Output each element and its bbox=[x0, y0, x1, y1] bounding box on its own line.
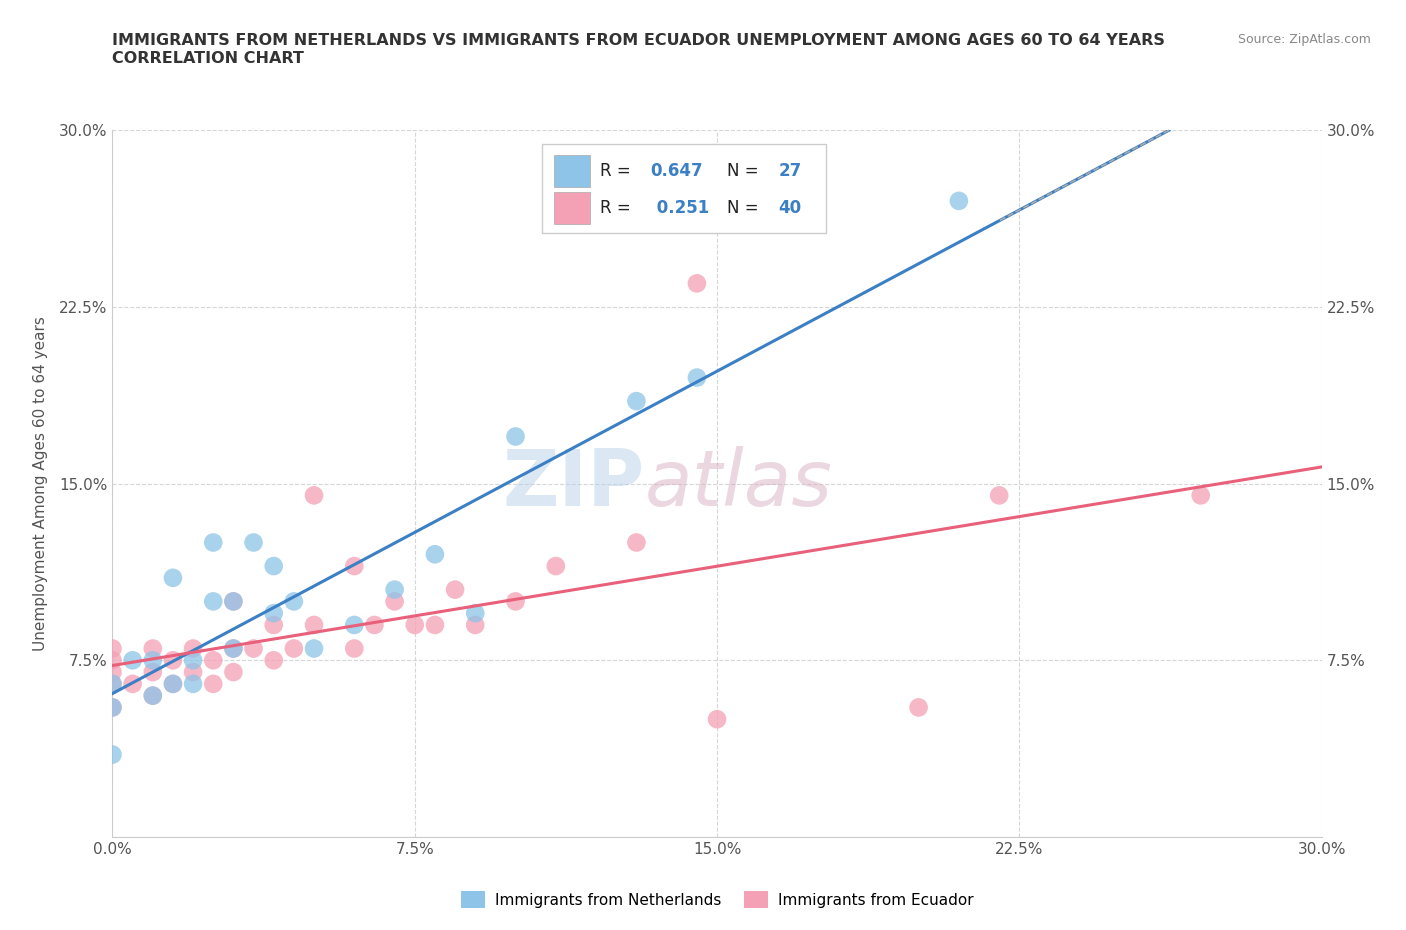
Text: R =: R = bbox=[600, 162, 636, 179]
Point bbox=[948, 193, 970, 208]
Point bbox=[706, 711, 728, 726]
Point bbox=[283, 641, 305, 656]
Point bbox=[222, 665, 245, 680]
Text: IMMIGRANTS FROM NETHERLANDS VS IMMIGRANTS FROM ECUADOR UNEMPLOYMENT AMONG AGES 6: IMMIGRANTS FROM NETHERLANDS VS IMMIGRANT… bbox=[112, 33, 1166, 47]
Point bbox=[121, 653, 143, 668]
Point bbox=[222, 594, 245, 609]
Point bbox=[464, 618, 486, 632]
Point bbox=[202, 653, 225, 668]
Text: N =: N = bbox=[727, 199, 763, 217]
Point bbox=[626, 393, 648, 408]
Point bbox=[101, 747, 124, 762]
Point bbox=[283, 594, 305, 609]
Point bbox=[302, 641, 325, 656]
Point bbox=[505, 594, 527, 609]
Y-axis label: Unemployment Among Ages 60 to 64 years: Unemployment Among Ages 60 to 64 years bbox=[32, 316, 48, 651]
Point bbox=[263, 653, 285, 668]
Text: 40: 40 bbox=[779, 199, 801, 217]
Point bbox=[142, 653, 165, 668]
Point bbox=[384, 582, 406, 597]
Point bbox=[907, 700, 929, 715]
Point bbox=[162, 653, 184, 668]
Point bbox=[222, 641, 245, 656]
Point bbox=[263, 605, 285, 620]
Point bbox=[343, 559, 366, 574]
Point bbox=[142, 641, 165, 656]
Text: ZIP: ZIP bbox=[502, 445, 644, 522]
Text: 27: 27 bbox=[779, 162, 801, 179]
Point bbox=[626, 535, 648, 550]
Point bbox=[404, 618, 426, 632]
Point bbox=[544, 559, 567, 574]
Point bbox=[101, 665, 124, 680]
Text: R =: R = bbox=[600, 199, 636, 217]
Point bbox=[162, 676, 184, 691]
Point bbox=[142, 688, 165, 703]
Point bbox=[686, 370, 709, 385]
Point bbox=[101, 641, 124, 656]
Point bbox=[988, 488, 1011, 503]
Point bbox=[101, 700, 124, 715]
Point bbox=[263, 559, 285, 574]
Legend: Immigrants from Netherlands, Immigrants from Ecuador: Immigrants from Netherlands, Immigrants … bbox=[456, 885, 979, 914]
Text: Source: ZipAtlas.com: Source: ZipAtlas.com bbox=[1237, 33, 1371, 46]
Point bbox=[444, 582, 467, 597]
Point bbox=[242, 535, 264, 550]
Point bbox=[363, 618, 385, 632]
Point bbox=[142, 665, 165, 680]
Point bbox=[162, 570, 184, 585]
Point bbox=[242, 641, 264, 656]
Point bbox=[101, 653, 124, 668]
Point bbox=[423, 618, 446, 632]
Text: 0.251: 0.251 bbox=[651, 199, 709, 217]
Point bbox=[202, 535, 225, 550]
Point bbox=[142, 688, 165, 703]
Text: CORRELATION CHART: CORRELATION CHART bbox=[112, 51, 304, 66]
Point bbox=[263, 618, 285, 632]
Point bbox=[1189, 488, 1212, 503]
Point bbox=[505, 429, 527, 444]
Text: N =: N = bbox=[727, 162, 763, 179]
Point bbox=[162, 676, 184, 691]
Point bbox=[101, 700, 124, 715]
Point bbox=[121, 676, 143, 691]
Point bbox=[101, 676, 124, 691]
Point bbox=[181, 676, 204, 691]
Bar bbox=[554, 193, 591, 224]
Point bbox=[384, 594, 406, 609]
Text: 0.647: 0.647 bbox=[651, 162, 703, 179]
Point bbox=[423, 547, 446, 562]
Point bbox=[343, 618, 366, 632]
Point bbox=[302, 618, 325, 632]
Point bbox=[202, 594, 225, 609]
Point bbox=[181, 665, 204, 680]
Point bbox=[343, 641, 366, 656]
Point bbox=[181, 641, 204, 656]
Point bbox=[222, 594, 245, 609]
Bar bbox=[541, 144, 825, 232]
Point bbox=[464, 605, 486, 620]
Text: atlas: atlas bbox=[644, 445, 832, 522]
Point bbox=[202, 676, 225, 691]
Point bbox=[302, 488, 325, 503]
Point bbox=[101, 676, 124, 691]
Point bbox=[181, 653, 204, 668]
Bar bbox=[554, 155, 591, 187]
Point bbox=[222, 641, 245, 656]
Point bbox=[686, 276, 709, 291]
